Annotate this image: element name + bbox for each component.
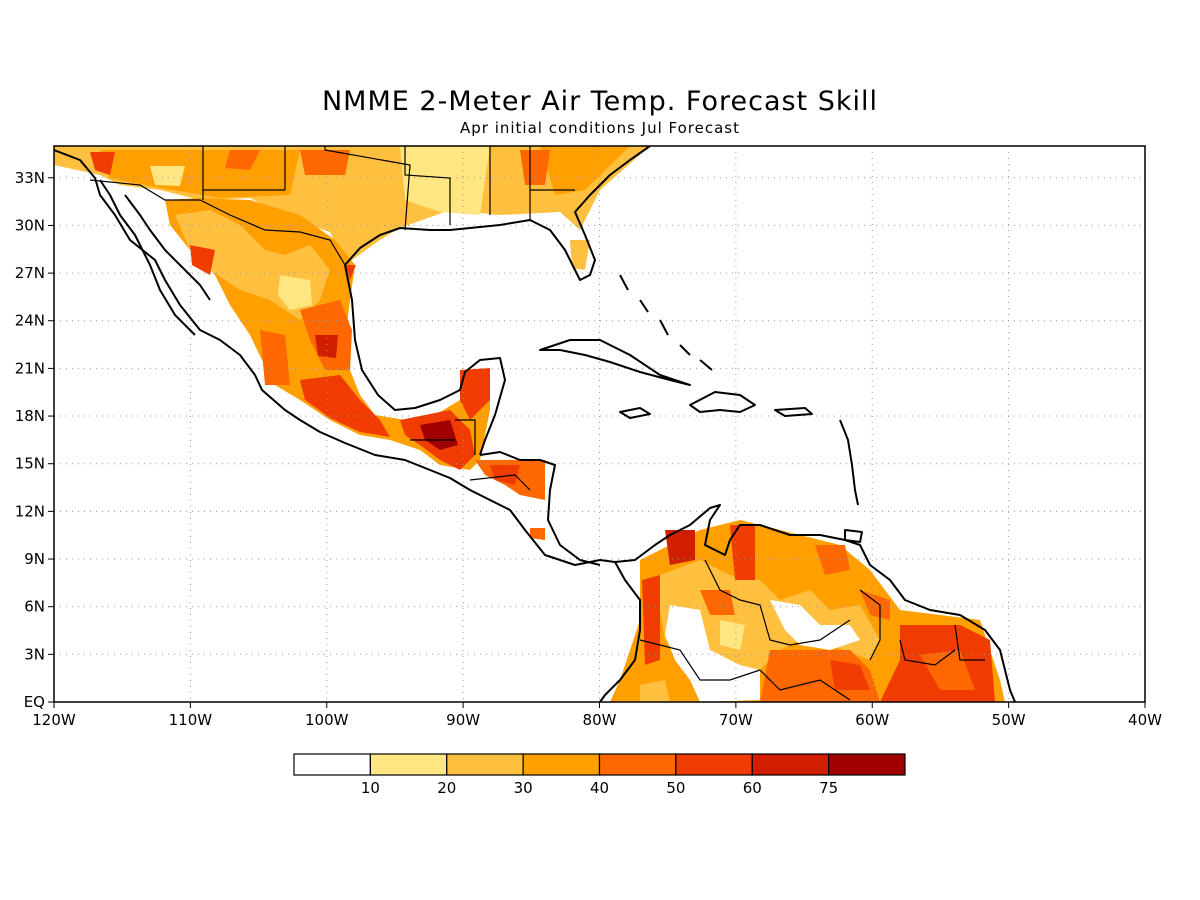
map-subtitle: Apr initial conditions Jul Forecast: [459, 119, 740, 137]
lon-tick-label: 50W: [992, 711, 1026, 729]
colorbar-swatch: [598, 753, 677, 776]
colorbar-swatch: [293, 753, 371, 776]
map-title: NMME 2-Meter Air Temp. Forecast Skill: [321, 86, 879, 117]
colorbar-swatch: [446, 753, 524, 776]
lat-tick-label: 33N: [15, 169, 45, 187]
lon-tick-label: 110W: [169, 711, 213, 729]
longitude-axis: 120W 110W 100W 90W 80W 70W 60W 50W 40W: [32, 702, 1162, 729]
colorbar-label: 10: [361, 779, 380, 797]
colorbar-swatch: [675, 753, 753, 776]
lon-tick-label: 100W: [305, 711, 349, 729]
skill-shading: [54, 146, 1005, 702]
lat-tick-label: 12N: [15, 502, 45, 520]
lat-tick-label: 15N: [15, 455, 45, 473]
coastlines: [54, 146, 1016, 702]
lon-tick-label: 70W: [719, 711, 753, 729]
colorbar-swatch: [522, 753, 601, 776]
colorbar-label: 50: [666, 779, 685, 797]
colorbar-swatch: [828, 753, 906, 776]
lat-tick-label: 3N: [24, 645, 45, 663]
lat-tick-label: 6N: [24, 598, 45, 616]
colorbar-label: 30: [514, 779, 533, 797]
lon-tick-label: 40W: [1128, 711, 1162, 729]
colorbar-swatch: [751, 753, 830, 776]
lat-tick-label: 21N: [15, 359, 45, 377]
lat-tick-label: 30N: [15, 216, 45, 234]
lat-tick-label: 27N: [15, 264, 45, 282]
lat-tick-label: 18N: [15, 407, 45, 425]
colorbar-label: 40: [590, 779, 609, 797]
lon-tick-label: 90W: [446, 711, 480, 729]
political-boundaries: [89, 146, 985, 701]
colorbar-label: 60: [743, 779, 762, 797]
lat-tick-label: 9N: [24, 550, 45, 568]
latitude-axis: EQ 3N 6N 9N 12N 15N 18N 21N 24N 27N 30N 33N: [15, 169, 54, 711]
colorbar: 10 20 30 40 50 60 75: [293, 753, 906, 797]
lon-tick-label: 80W: [583, 711, 617, 729]
colorbar-label: 20: [437, 779, 456, 797]
lat-tick-label: EQ: [24, 693, 45, 711]
lat-tick-label: 24N: [15, 312, 45, 330]
colorbar-swatch: [369, 753, 448, 776]
lon-tick-label: 60W: [855, 711, 889, 729]
colorbar-label: 75: [819, 779, 838, 797]
lon-tick-label: 120W: [32, 711, 76, 729]
